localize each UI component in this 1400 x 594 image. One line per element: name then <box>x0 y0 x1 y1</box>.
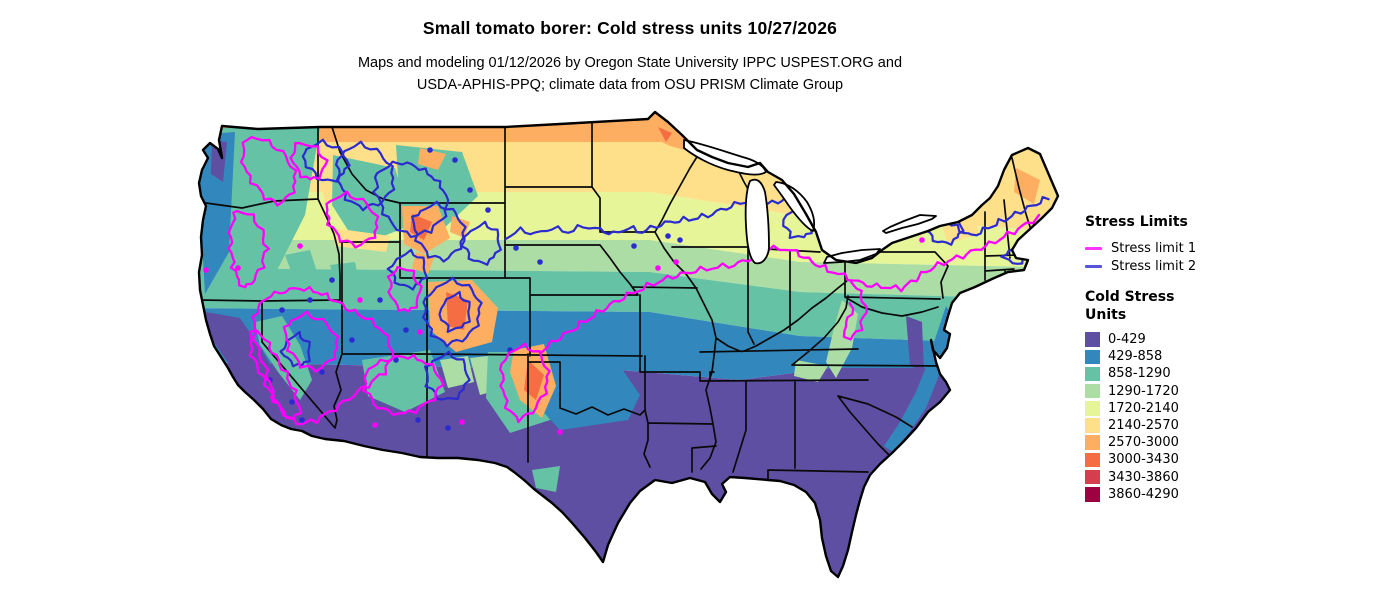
class-label: 3000-3430 <box>1108 452 1179 468</box>
legend-class-row: 0-429 <box>1085 331 1395 348</box>
class-label: 2570-3000 <box>1108 435 1179 451</box>
stress-limit-2-label: Stress limit 2 <box>1111 258 1197 274</box>
class-label: 1720-2140 <box>1108 400 1179 416</box>
lake-huron <box>773 181 816 232</box>
subtitle: Maps and modeling 01/12/2026 by Oregon S… <box>190 52 1070 96</box>
page-title: Small tomato borer: Cold stress units 10… <box>422 18 838 38</box>
class-label: 0-429 <box>1108 332 1146 348</box>
stress-limits-heading: Stress Limits <box>1085 214 1188 230</box>
legend-class-row: 429-858 <box>1085 348 1395 365</box>
class-label: 429-858 <box>1108 349 1163 365</box>
class-label: 3430-3860 <box>1108 469 1179 485</box>
legend-class-row: 858-1290 <box>1085 365 1395 382</box>
legend-class-row: 3430-3860 <box>1085 469 1395 486</box>
class-swatch <box>1085 401 1100 416</box>
legend-class-row: 1290-1720 <box>1085 383 1395 400</box>
legend-class-row: 2570-3000 <box>1085 434 1395 451</box>
subtitle-line-1: Maps and modeling 01/12/2026 by Oregon S… <box>357 55 903 71</box>
legend-item-stress-limit-2: Stress limit 2 <box>1085 258 1395 276</box>
legend-class-row: 2140-2570 <box>1085 417 1395 434</box>
class-swatch <box>1085 332 1100 347</box>
class-swatch <box>1085 452 1100 468</box>
stress-limit-1-label: Stress limit 1 <box>1111 241 1197 257</box>
class-swatch <box>1085 383 1100 399</box>
subtitle-line-2: USDA-APHIS-PPQ; climate data from OSU PR… <box>416 77 844 93</box>
legend-class-row: 3000-3430 <box>1085 451 1395 468</box>
class-label: 2140-2570 <box>1108 418 1179 434</box>
class-swatch <box>1085 435 1100 450</box>
header: Small tomato borer: Cold stress units 10… <box>190 18 1070 96</box>
usa-outline <box>197 110 1060 579</box>
class-label: 858-1290 <box>1108 366 1171 382</box>
state-borders <box>199 121 1032 481</box>
legend-item-stress-limit-1: Stress limit 1 <box>1085 240 1395 258</box>
class-swatch <box>1085 418 1100 433</box>
legend: Stress Limits Stress limit 1 Stress limi… <box>1085 213 1395 503</box>
class-swatch <box>1085 469 1100 485</box>
class-swatch <box>1085 349 1100 365</box>
class-swatch <box>1085 487 1100 502</box>
class-label: 1290-1720 <box>1108 383 1179 399</box>
raster-bands <box>199 112 1058 577</box>
lake-ontario <box>882 214 937 234</box>
cold-stress-units-heading: Cold Stress Units <box>1085 289 1175 323</box>
stress-limit-1-line-swatch <box>1085 247 1102 251</box>
cold-stress-scale: 0-429 429-858 858-1290 1290-1720 1720-21… <box>1085 331 1395 503</box>
legend-class-row: 3860-4290 <box>1085 486 1395 503</box>
stress-limit-2-line-swatch <box>1085 264 1102 268</box>
class-swatch <box>1085 366 1100 382</box>
lake-michigan <box>744 178 770 265</box>
legend-class-row: 1720-2140 <box>1085 400 1395 417</box>
class-label: 3860-4290 <box>1108 486 1179 502</box>
stress-limit-1-contours <box>203 135 1041 435</box>
